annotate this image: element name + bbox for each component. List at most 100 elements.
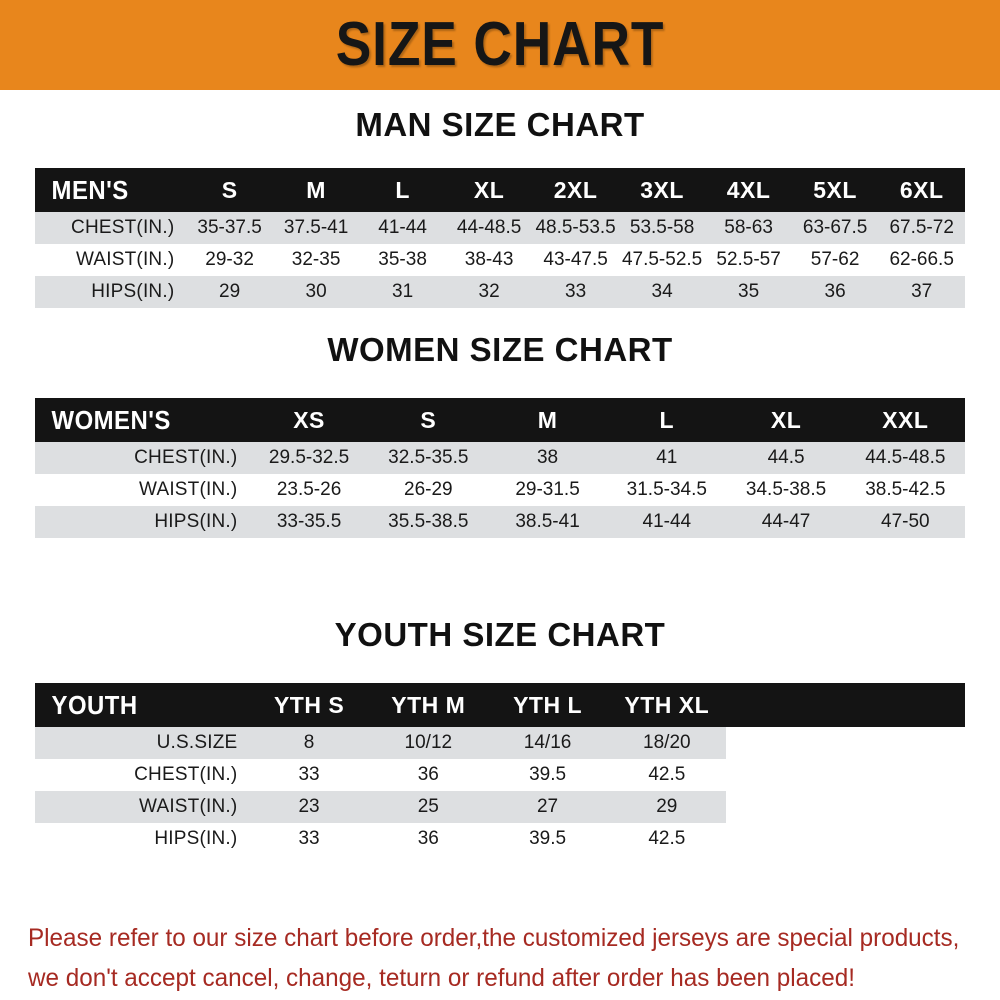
table-cell: 23.5-26 — [249, 474, 369, 506]
table-cell: 33 — [249, 759, 369, 791]
footer-note-line-1: Please refer to our size chart before or… — [28, 924, 960, 952]
table-cell: 35 — [705, 276, 792, 308]
women-size-chart: WOMEN'S XS S M L XL XXL CHEST(IN.) 29.5-32.5 32.5… — [35, 398, 965, 538]
table-row: WAIST(IN.) 23.5-26 26-29 29-31.5 31.5-34.5 34… — [35, 474, 965, 506]
table-cell-spacer — [845, 727, 965, 759]
table-cell: 44.5 — [726, 442, 846, 474]
table-cell: 38.5-41 — [487, 506, 608, 538]
table-cell-spacer — [726, 823, 846, 855]
table-cell: 31 — [359, 276, 446, 308]
men-size-header-m: M — [306, 176, 326, 203]
table-cell: 44-47 — [726, 506, 846, 538]
table-cell: 48.5-53.5 — [532, 212, 619, 244]
table-cell: 42.5 — [607, 823, 727, 855]
youth-size-table: YOUTH YTH S YTH M YTH L YTH XL U.S.SIZE 8 10/12… — [35, 683, 965, 855]
men-size-header-5xl: 5XL — [813, 176, 857, 203]
men-size-header-6xl: 6XL — [899, 176, 944, 203]
table-cell: 14/16 — [487, 727, 608, 759]
youth-row-label: HIPS(IN.) — [35, 823, 250, 855]
table-cell: 37 — [878, 276, 965, 308]
table-cell: 29.5-32.5 — [249, 442, 369, 474]
youth-header-spacer — [845, 683, 965, 727]
table-cell: 18/20 — [607, 727, 727, 759]
table-cell: 36 — [368, 759, 488, 791]
women-row-label: CHEST(IN.) — [35, 442, 250, 474]
youth-header-spacer — [726, 683, 846, 727]
table-cell: 27 — [487, 791, 608, 823]
table-cell-spacer — [845, 823, 965, 855]
table-cell-spacer — [845, 759, 965, 791]
women-table-header-row: WOMEN'S XS S M L XL XXL — [35, 398, 965, 442]
youth-size-header-yth-xl: YTH XL — [624, 691, 710, 718]
table-cell: 36 — [368, 823, 488, 855]
table-cell: 34.5-38.5 — [726, 474, 846, 506]
table-cell: 47.5-52.5 — [618, 244, 706, 276]
table-cell: 33 — [532, 276, 619, 308]
men-size-header-l: L — [395, 176, 410, 203]
women-size-header-l: L — [659, 406, 675, 433]
youth-corner-label: YOUTH — [51, 689, 138, 720]
table-cell: 35-38 — [359, 244, 446, 276]
table-cell: 33-35.5 — [249, 506, 369, 538]
table-row: WAIST(IN.) 29-32 32-35 35-38 38-43 43-47.5 47.… — [35, 244, 965, 276]
page-banner: SIZE CHART — [0, 0, 1000, 90]
youth-row-label: U.S.SIZE — [35, 727, 250, 759]
men-size-header-4xl: 4XL — [726, 176, 771, 203]
table-cell-spacer — [726, 759, 846, 791]
table-cell: 29-31.5 — [487, 474, 608, 506]
youth-size-header-yth-s: YTH S — [273, 691, 345, 718]
table-cell: 62-66.5 — [878, 244, 965, 276]
table-row: U.S.SIZE 8 10/12 14/16 18/20 — [35, 727, 965, 759]
women-row-label: HIPS(IN.) — [35, 506, 250, 538]
table-cell: 29 — [607, 791, 727, 823]
men-row-label: WAIST(IN.) — [35, 244, 187, 276]
youth-size-chart: YOUTH YTH S YTH M YTH L YTH XL U.S.SIZE 8 10/12… — [35, 683, 965, 855]
table-cell: 41-44 — [607, 506, 727, 538]
table-cell: 29-32 — [186, 244, 273, 276]
youth-size-header-yth-m: YTH M — [391, 691, 466, 718]
table-cell: 35.5-38.5 — [368, 506, 488, 538]
women-section-title: WOMEN SIZE CHART — [327, 331, 673, 368]
table-cell: 57-62 — [791, 244, 879, 276]
table-cell: 58-63 — [705, 212, 792, 244]
table-cell: 63-67.5 — [791, 212, 879, 244]
men-table-header-row: MEN'S S M L XL 2XL 3XL 4XL 5XL 6XL — [35, 168, 965, 212]
table-cell: 36 — [791, 276, 879, 308]
table-cell: 10/12 — [368, 727, 488, 759]
women-size-header-xxl: XXL — [882, 406, 929, 433]
women-size-table: WOMEN'S XS S M L XL XXL CHEST(IN.) 29.5-32.5 32.5… — [35, 398, 965, 538]
table-row: HIPS(IN.) 33 36 39.5 42.5 — [35, 823, 965, 855]
men-row-label: HIPS(IN.) — [35, 276, 187, 308]
table-cell: 35-37.5 — [186, 212, 273, 244]
table-cell: 37.5-41 — [272, 212, 360, 244]
table-cell: 38.5-42.5 — [845, 474, 965, 506]
table-cell-spacer — [726, 791, 846, 823]
footer-note: Please refer to our size chart before or… — [28, 918, 960, 998]
table-cell: 30 — [272, 276, 360, 308]
table-row: WAIST(IN.) 23 25 27 29 — [35, 791, 965, 823]
table-cell: 39.5 — [487, 823, 608, 855]
youth-row-label: WAIST(IN.) — [35, 791, 250, 823]
youth-row-label: CHEST(IN.) — [35, 759, 250, 791]
table-cell: 32.5-35.5 — [368, 442, 488, 474]
table-cell: 41-44 — [359, 212, 446, 244]
table-cell: 39.5 — [487, 759, 608, 791]
women-size-header-xl: XL — [770, 406, 802, 433]
men-size-header-s: S — [221, 176, 238, 203]
table-cell: 53.5-58 — [618, 212, 706, 244]
table-cell: 32-35 — [272, 244, 360, 276]
table-cell: 38 — [487, 442, 608, 474]
women-row-label: WAIST(IN.) — [35, 474, 250, 506]
men-corner-label: MEN'S — [51, 174, 129, 205]
table-row: HIPS(IN.) 29 30 31 32 33 34 35 36 37 — [35, 276, 965, 308]
table-cell: 43-47.5 — [532, 244, 619, 276]
table-cell: 52.5-57 — [705, 244, 792, 276]
table-row: CHEST(IN.) 33 36 39.5 42.5 — [35, 759, 965, 791]
table-cell: 41 — [607, 442, 727, 474]
women-corner-label: WOMEN'S — [51, 404, 171, 435]
men-size-header-2xl: 2XL — [553, 176, 598, 203]
men-size-header-xl: XL — [473, 176, 505, 203]
table-cell-spacer — [726, 727, 846, 759]
table-cell: 42.5 — [607, 759, 727, 791]
men-section-title: MAN SIZE CHART — [355, 106, 645, 143]
